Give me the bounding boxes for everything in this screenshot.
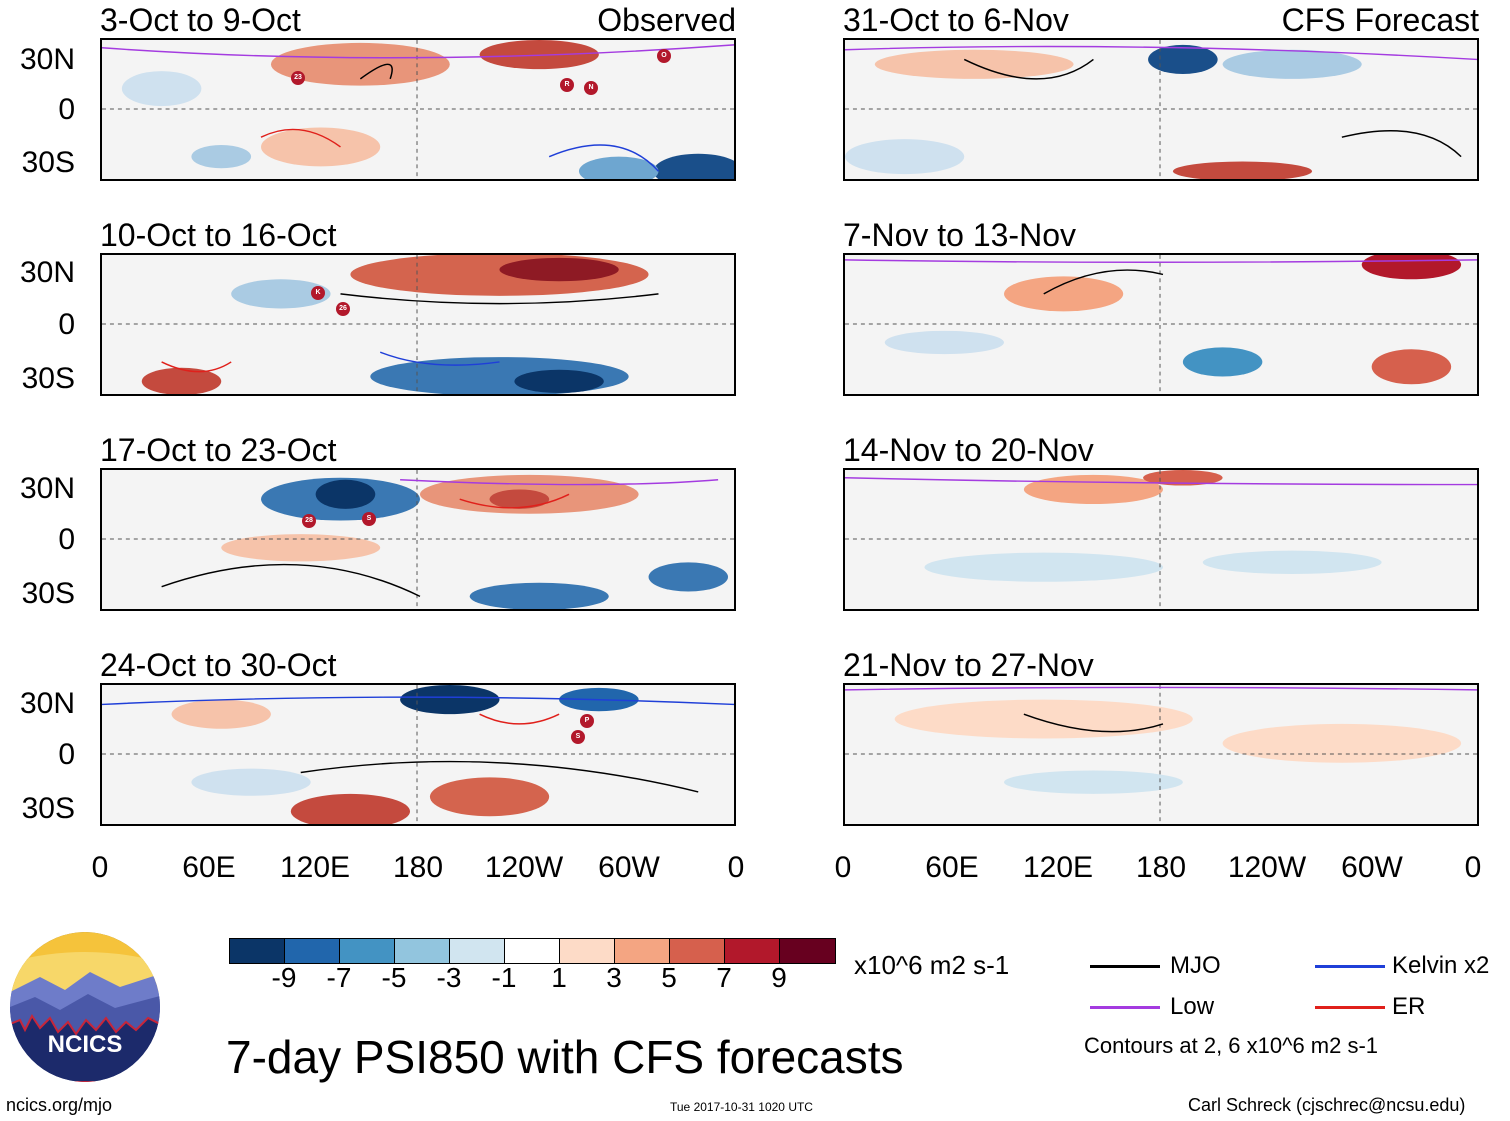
colorbar-swatch bbox=[725, 939, 780, 963]
colorbar-units: x10^6 m2 s-1 bbox=[854, 950, 1010, 980]
colorbar-tick-label: 1 bbox=[551, 962, 567, 993]
colorbar-tick-label: -1 bbox=[491, 962, 517, 993]
storm-marker: P bbox=[580, 714, 594, 728]
colorbar-tick-label: 5 bbox=[661, 962, 677, 993]
storm-marker: S bbox=[571, 730, 585, 744]
y-label-0-l1: 0 bbox=[58, 93, 75, 126]
x-label-left-60w: 60W bbox=[598, 851, 660, 884]
legend-line-er bbox=[1315, 1006, 1385, 1009]
ncics-logo: NCICS bbox=[10, 932, 160, 1082]
panel-title-right-1: 31-Oct to 6-Nov bbox=[843, 2, 1069, 38]
y-label-30s-l2: 30S bbox=[21, 362, 75, 395]
panel-title-right-4: 21-Nov to 27-Nov bbox=[843, 647, 1094, 683]
map-panel-right-1 bbox=[843, 38, 1479, 181]
legend-label-low: Low bbox=[1170, 993, 1215, 1020]
legend-line-kelvin bbox=[1315, 965, 1385, 968]
figure-title: 7-day PSI850 with CFS forecasts bbox=[226, 1031, 904, 1083]
colorbar-tick-label: 9 bbox=[771, 962, 787, 993]
colorbar-tick-label: 7 bbox=[716, 962, 732, 993]
colorbar-tick-label: -3 bbox=[436, 962, 462, 993]
footer-url[interactable]: ncics.org/mjo bbox=[6, 1095, 113, 1115]
legend-label-er: ER bbox=[1392, 993, 1426, 1020]
colorbar-tick-label: -5 bbox=[381, 962, 407, 993]
x-label-left-60e: 60E bbox=[182, 851, 236, 884]
footer-author: Carl Schreck (cjschrec@ncsu.edu) bbox=[1188, 1095, 1466, 1115]
map-panel-right-2 bbox=[843, 253, 1479, 396]
colorbar-swatch bbox=[670, 939, 725, 963]
map-panel-right-3 bbox=[843, 468, 1479, 611]
y-label-0-l4: 0 bbox=[58, 738, 75, 771]
legend-label-kelvin: Kelvin x2 bbox=[1392, 952, 1490, 979]
y-label-0-l2: 0 bbox=[58, 308, 75, 341]
colorbar-tick-label: 3 bbox=[606, 962, 622, 993]
map-panel-left-3 bbox=[100, 468, 736, 611]
x-label-right-60e: 60E bbox=[925, 851, 979, 884]
x-label-right-60w: 60W bbox=[1341, 851, 1403, 884]
legend-label-mjo: MJO bbox=[1170, 952, 1221, 979]
map-panel-left-2 bbox=[100, 253, 736, 396]
colorbar-swatch bbox=[505, 939, 560, 963]
colorbar bbox=[229, 938, 836, 964]
storm-marker: 23 bbox=[291, 71, 305, 85]
panel-tag-observed: Observed bbox=[597, 2, 736, 38]
y-label-30s-l1: 30S bbox=[21, 146, 75, 179]
legend-line-low bbox=[1090, 1006, 1160, 1009]
colorbar-tick-label: -7 bbox=[326, 962, 352, 993]
colorbar-swatch bbox=[615, 939, 670, 963]
map-panel-left-1 bbox=[100, 38, 736, 181]
storm-marker: 28 bbox=[302, 514, 316, 528]
x-label-right-0: 0 bbox=[834, 851, 852, 884]
panel-title-right-3: 14-Nov to 20-Nov bbox=[843, 432, 1094, 468]
y-label-30n-l2: 30N bbox=[19, 256, 75, 289]
y-label-30n-l1: 30N bbox=[19, 43, 75, 76]
panel-title-right-2: 7-Nov to 13-Nov bbox=[843, 217, 1076, 253]
x-label-left-180: 180 bbox=[392, 851, 444, 884]
panel-title-left-1: 3-Oct to 9-Oct bbox=[100, 2, 301, 38]
colorbar-swatch bbox=[780, 939, 835, 963]
panel-title-left-2: 10-Oct to 16-Oct bbox=[100, 217, 337, 253]
x-label-left-0: 0 bbox=[91, 851, 109, 884]
map-panel-left-4 bbox=[100, 683, 736, 826]
storm-marker: N bbox=[584, 81, 598, 95]
legend-line-mjo bbox=[1090, 965, 1160, 968]
x-label-right-end-0: 0 bbox=[1464, 851, 1482, 884]
y-label-0-l3: 0 bbox=[58, 523, 75, 556]
x-label-right-120e: 120E bbox=[1022, 851, 1094, 884]
y-label-30n-l4: 30N bbox=[19, 687, 75, 720]
storm-marker: 26 bbox=[336, 302, 350, 316]
x-label-left-120e: 120E bbox=[279, 851, 351, 884]
colorbar-swatch bbox=[450, 939, 505, 963]
x-label-left-end-0: 0 bbox=[727, 851, 745, 884]
colorbar-swatch bbox=[285, 939, 340, 963]
footer-timestamp: Tue 2017-10-31 1020 UTC bbox=[670, 1100, 813, 1114]
storm-marker: O bbox=[657, 49, 671, 63]
map-panel-right-4 bbox=[843, 683, 1479, 826]
colorbar-swatch bbox=[395, 939, 450, 963]
panel-tag-cfs-forecast: CFS Forecast bbox=[1281, 2, 1479, 38]
storm-marker: S bbox=[362, 512, 376, 526]
colorbar-tick-label: -9 bbox=[271, 962, 297, 993]
colorbar-swatch bbox=[340, 939, 395, 963]
legend-contour-note: Contours at 2, 6 x10^6 m2 s-1 bbox=[1084, 1033, 1379, 1058]
panel-title-left-4: 24-Oct to 30-Oct bbox=[100, 647, 337, 683]
y-label-30n-l3: 30N bbox=[19, 472, 75, 505]
colorbar-swatch bbox=[560, 939, 615, 963]
x-label-right-120w: 120W bbox=[1227, 851, 1307, 884]
x-label-right-180: 180 bbox=[1135, 851, 1187, 884]
y-label-30s-l4: 30S bbox=[21, 792, 75, 825]
panel-title-left-3: 17-Oct to 23-Oct bbox=[100, 432, 337, 468]
storm-marker: R bbox=[560, 78, 574, 92]
logo-text: NCICS bbox=[48, 1031, 123, 1058]
x-label-left-120w: 120W bbox=[484, 851, 564, 884]
storm-marker: K bbox=[311, 286, 325, 300]
y-label-30s-l3: 30S bbox=[21, 577, 75, 610]
colorbar-swatch bbox=[230, 939, 285, 963]
